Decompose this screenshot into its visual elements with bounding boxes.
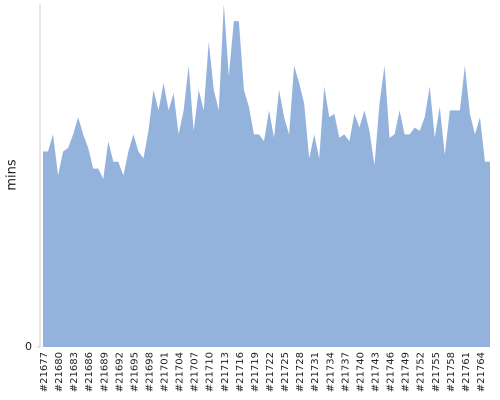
x-tick-label: #21692	[114, 352, 125, 392]
x-tick-label: #21704	[175, 352, 186, 392]
x-tick-label: #21716	[235, 352, 246, 392]
x-tick-label: #21686	[84, 352, 95, 392]
x-tick-label: #21701	[160, 352, 171, 392]
x-tick-label: #21749	[401, 352, 412, 392]
x-tick-label: #21710	[205, 352, 216, 392]
x-tick-label: #21689	[99, 352, 110, 392]
x-tick-label: #21695	[129, 352, 140, 392]
x-tick-label: #21728	[295, 352, 306, 392]
x-tick-label: #21698	[144, 352, 155, 392]
x-tick-label: #21752	[416, 352, 427, 392]
y-axis-label: mins	[5, 159, 20, 191]
x-tick-label: #21725	[280, 352, 291, 392]
x-tick-label: #21737	[340, 352, 351, 392]
x-tick-label: #21683	[69, 352, 80, 392]
x-tick-label: #21743	[370, 352, 381, 392]
x-tick-label: #21677	[39, 352, 50, 392]
x-tick-label: #21722	[265, 352, 276, 392]
x-tick-label: #21740	[355, 352, 366, 392]
x-tick-label: #21764	[476, 352, 487, 392]
y-tick-label: 0	[25, 340, 32, 353]
x-tick-label: #21734	[325, 352, 336, 392]
x-tick-label: #21755	[431, 352, 442, 392]
x-tick-label: #21731	[310, 352, 321, 392]
x-tick-label: #21713	[220, 352, 231, 392]
x-tick-label: #21719	[250, 352, 261, 392]
area	[43, 4, 490, 347]
x-tick-label: #21746	[386, 352, 397, 392]
x-tick-label: #21761	[461, 352, 472, 392]
x-tick-label: #21680	[54, 352, 65, 392]
x-tick-label: #21707	[190, 352, 201, 392]
x-tick-label: #21758	[446, 352, 457, 392]
